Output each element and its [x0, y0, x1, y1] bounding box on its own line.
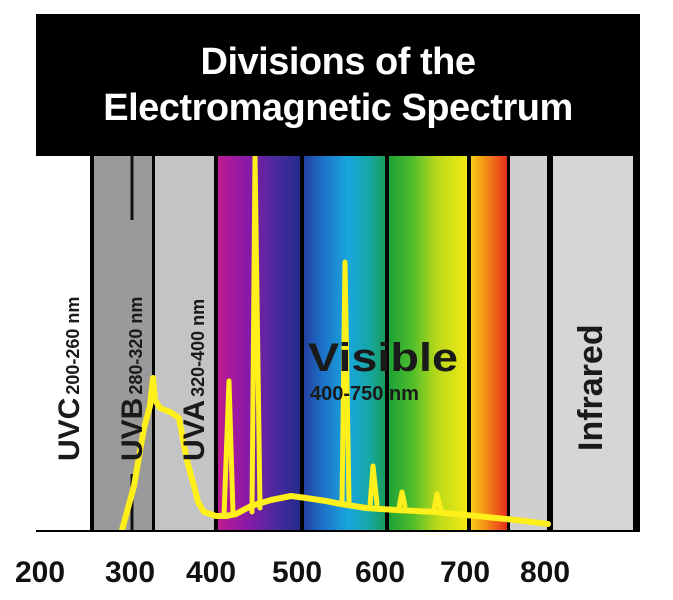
axis-tick-700: 700	[439, 556, 491, 589]
emission-curve	[119, 375, 551, 530]
deep-red-gray-band	[509, 156, 549, 530]
axis-tick-500: 500	[271, 556, 323, 589]
orange-red-band	[469, 156, 509, 530]
axis-tick-200: 200	[14, 556, 66, 589]
axis-tick-800: 800	[519, 556, 571, 589]
infrared-band	[553, 156, 633, 530]
axis-tick-300: 300	[104, 556, 156, 589]
wavelength-axis: 200 300 400 500 600 700 800	[0, 548, 673, 600]
diagram-title: Divisions of the Electromagnetic Spectru…	[39, 17, 637, 157]
uvb-label: UVB280-320 nm	[116, 297, 149, 461]
green-band	[387, 156, 469, 530]
axis-tick-400: 400	[185, 556, 237, 589]
emission-peaks	[221, 156, 444, 519]
uva-band	[154, 156, 216, 530]
visible-range-label: 400-750 nm	[310, 383, 419, 405]
uvc-band	[36, 156, 92, 530]
uvb-band	[92, 156, 154, 530]
band-dividers	[90, 156, 553, 530]
spectrum-panel: UVC200-260 nm UVB280-320 nm UVA320-400 n…	[36, 156, 633, 530]
uva-label: UVA320-400 nm	[178, 299, 211, 461]
infrared-label: Infrared	[572, 324, 610, 451]
visible-label: Visible	[308, 336, 458, 380]
uvc-label: UVC200-260 nm	[53, 297, 86, 461]
title-line-1: Divisions of the	[200, 41, 476, 83]
title-line-2: Electromagnetic Spectrum	[103, 87, 573, 129]
axis-tick-600: 600	[354, 556, 406, 589]
